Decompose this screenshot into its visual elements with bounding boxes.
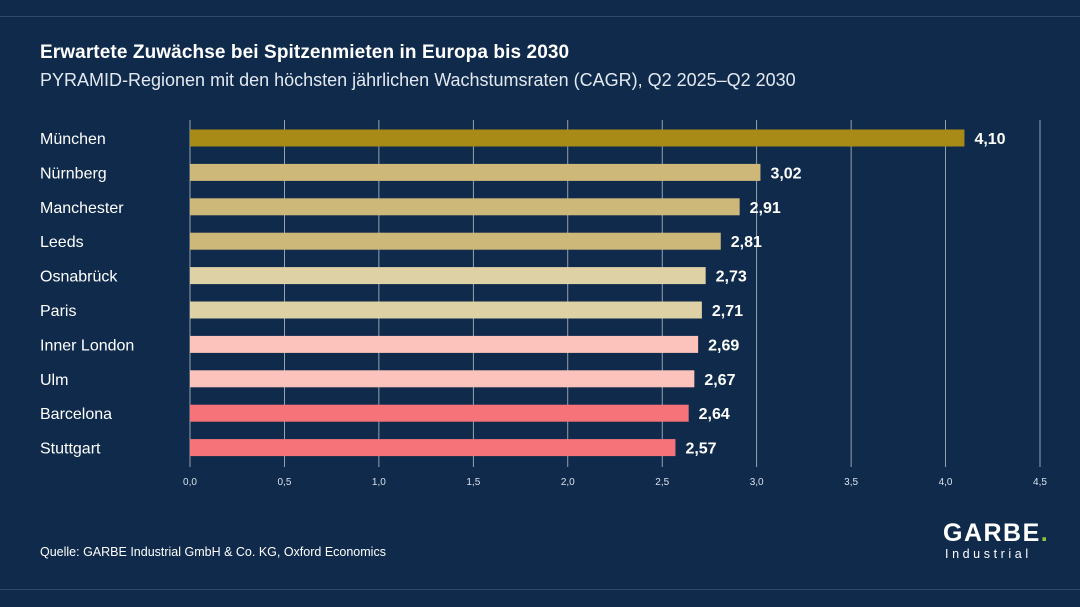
x-tick-label: 2,0 <box>561 477 575 488</box>
x-tick-label: 3,5 <box>844 477 858 488</box>
x-tick-label: 4,5 <box>1033 477 1047 488</box>
bar <box>190 404 689 422</box>
category-label: Leeds <box>40 234 84 251</box>
bar-chart: 0,0 0,5 1,0 1,5 2,0 2,5 3,0 3,5 4,0 4,5 München 4,1… <box>40 120 1047 488</box>
x-tick-label: 2,5 <box>655 477 669 488</box>
x-tick-label: 0,5 <box>277 477 291 488</box>
bar <box>190 129 965 147</box>
chart-title: Erwartete Zuwächse bei Spitzenmieten in … <box>40 42 570 63</box>
bar <box>190 198 740 216</box>
category-label: München <box>40 131 106 148</box>
top-rule <box>0 16 1080 17</box>
bar <box>190 267 706 285</box>
data-label: 2,57 <box>685 441 716 458</box>
x-tick-label: 3,0 <box>750 477 764 488</box>
bar <box>190 370 695 388</box>
bar <box>190 335 699 353</box>
bar <box>190 232 721 250</box>
category-label: Osnabrück <box>40 269 118 286</box>
data-label: 2,91 <box>750 200 781 217</box>
data-label: 2,64 <box>699 406 730 423</box>
data-label: 4,10 <box>974 131 1005 148</box>
source-note: Quelle: GARBE Industrial GmbH & Co. KG, … <box>40 545 386 559</box>
bar <box>190 163 761 181</box>
data-label: 2,67 <box>704 372 735 389</box>
category-label: Inner London <box>40 337 134 354</box>
logo-wordmark: GARBE. <box>943 519 1053 547</box>
bar <box>190 301 702 319</box>
logo-subtext: Industrial <box>945 547 1032 561</box>
data-label: 2,73 <box>716 269 747 286</box>
x-tick-label: 4,0 <box>939 477 953 488</box>
x-tick-label: 0,0 <box>183 477 197 488</box>
bottom-rule <box>0 589 1080 590</box>
category-label: Stuttgart <box>40 441 101 458</box>
data-label: 2,69 <box>708 337 739 354</box>
garbe-logo: GARBE. Industrial <box>943 519 1053 561</box>
category-label: Manchester <box>40 200 124 217</box>
x-tick-label: 1,5 <box>466 477 480 488</box>
data-label: 2,81 <box>731 234 762 251</box>
category-label: Ulm <box>40 372 68 389</box>
x-tick-label: 1,0 <box>372 477 386 488</box>
data-label: 2,71 <box>712 303 743 320</box>
chart-subtitle: PYRAMID-Regionen mit den höchsten jährli… <box>40 70 796 90</box>
category-label: Barcelona <box>40 406 112 423</box>
category-label: Paris <box>40 303 76 320</box>
logo-main-text: GARBE <box>943 519 1041 547</box>
logo-dot: . <box>1040 519 1050 547</box>
category-label: Nürnberg <box>40 165 107 182</box>
bar <box>190 439 676 457</box>
data-label: 3,02 <box>770 165 801 182</box>
